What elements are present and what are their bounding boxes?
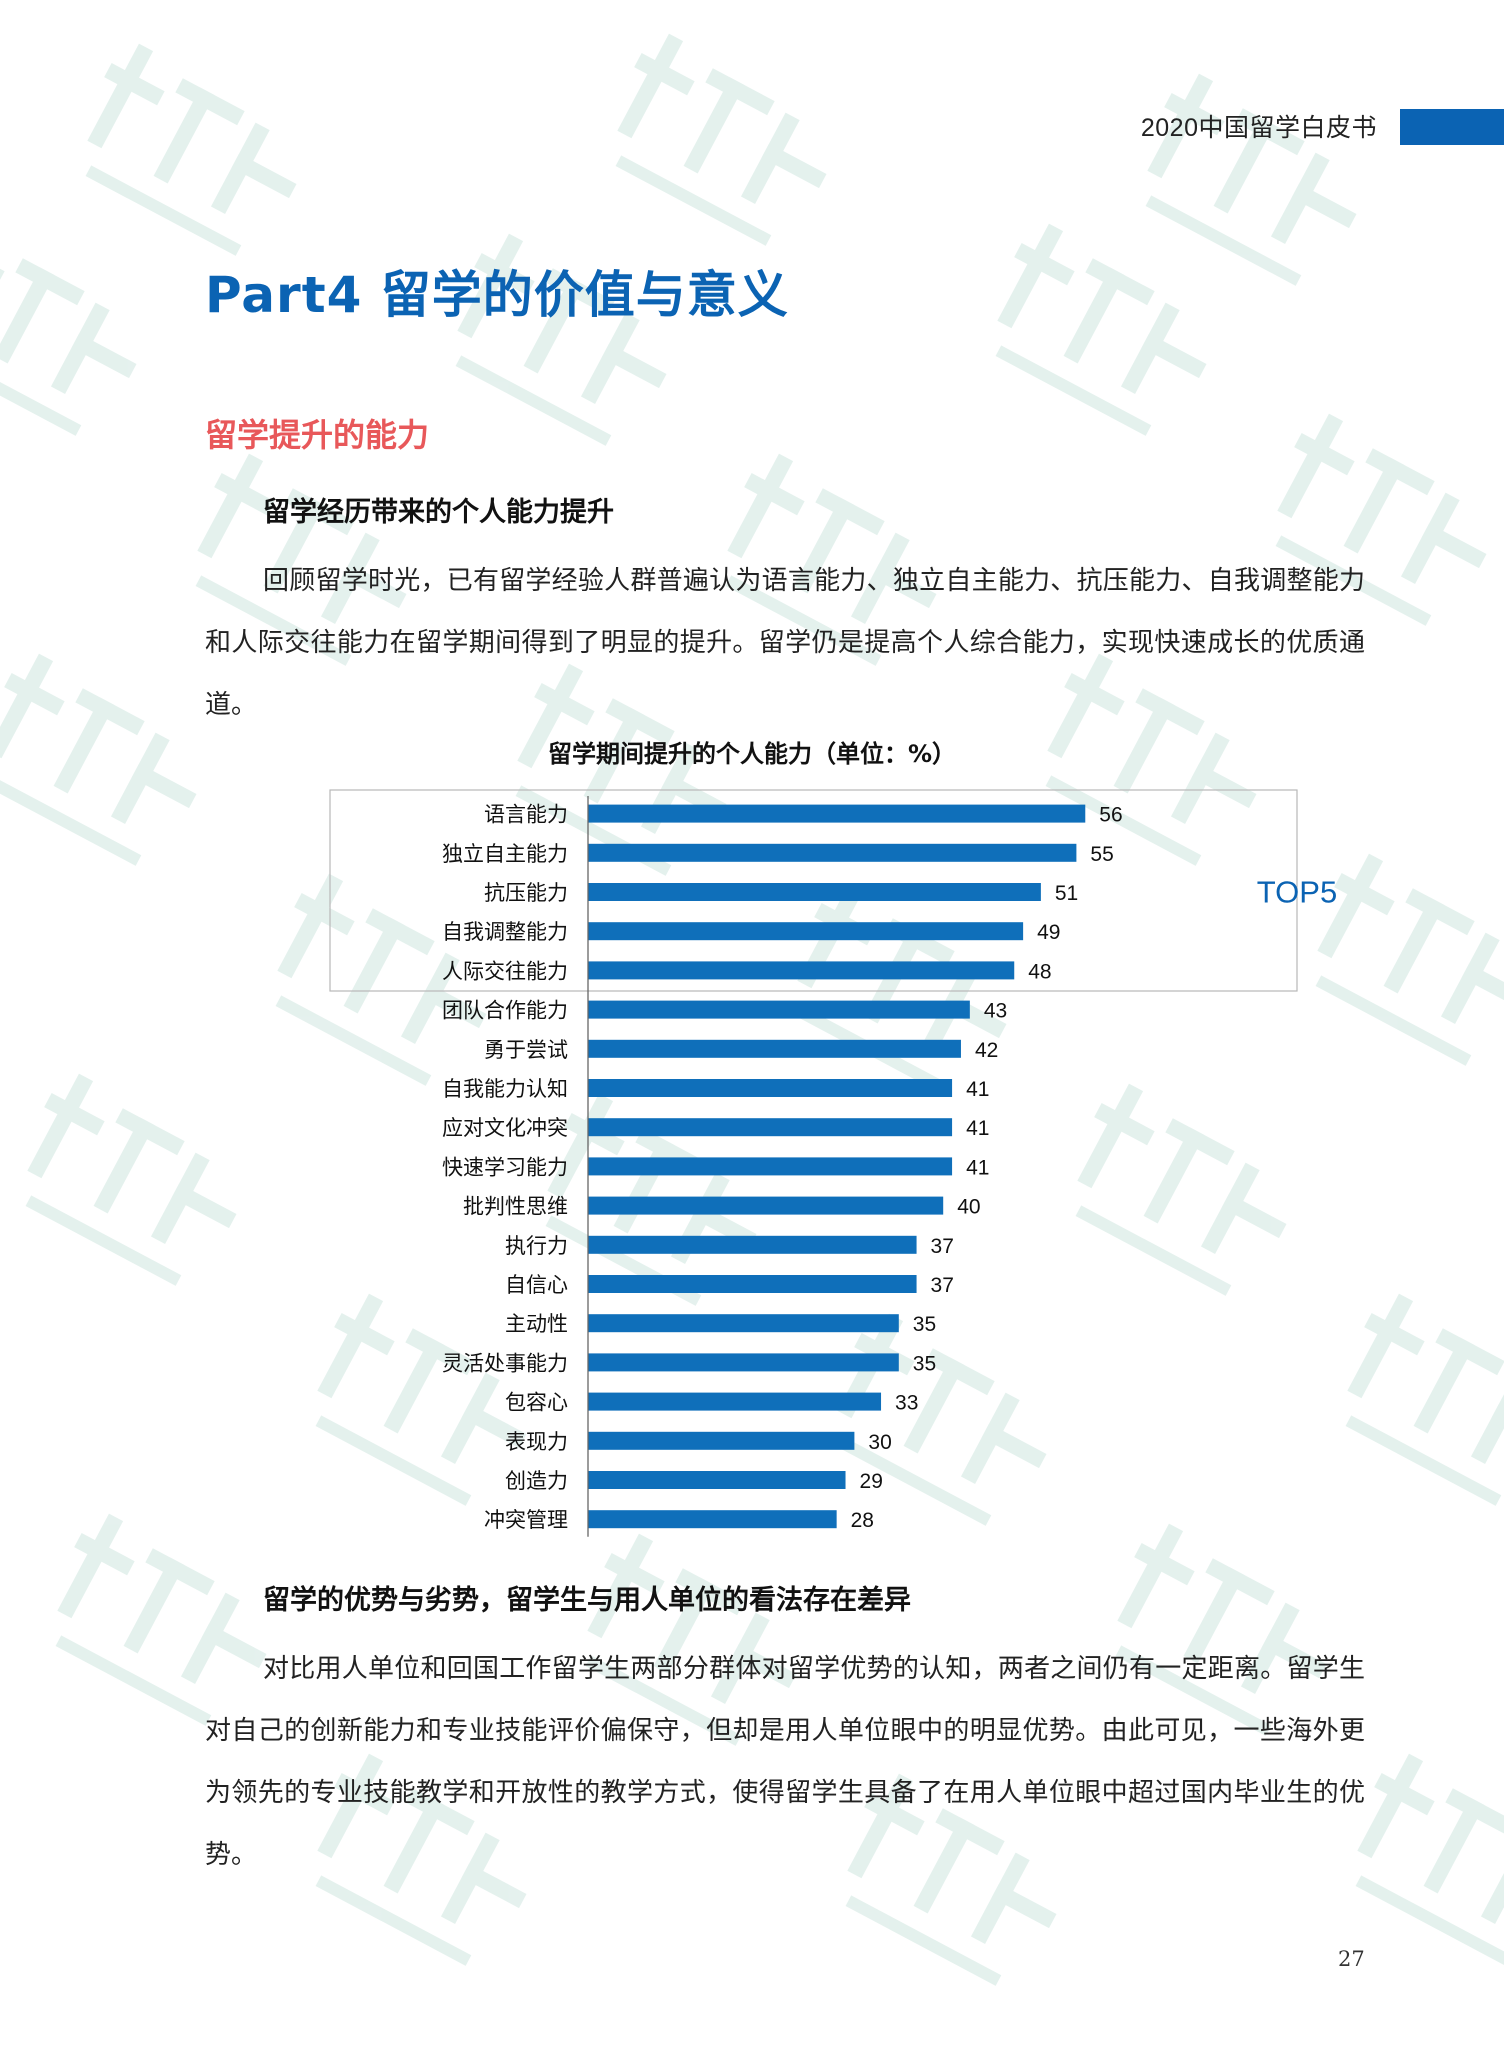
page-number: 27 [1338,1947,1365,1971]
bar-category-label: 自我能力认知 [442,1077,568,1101]
bar-value-label: 56 [1099,804,1122,827]
bar-value-label: 41 [966,1156,989,1179]
bar-value-label: 40 [957,1196,980,1219]
bar [588,961,1015,980]
bar-value-label: 43 [984,1000,1007,1023]
subsection-title-pros-cons: 留学的优势与劣势，留学生与用人单位的看法存在差异 [263,1585,911,1616]
section-title: 留学提升的能力 [205,416,430,454]
bar-category-label: 冲突管理 [484,1508,568,1532]
bar-category-label: 语言能力 [484,803,568,827]
bar [588,1275,917,1293]
bar-value-label: 37 [931,1274,954,1297]
bar-category-label: 灵活处事能力 [442,1351,568,1375]
bar-category-label: 独立自主能力 [442,842,568,866]
bar [588,1431,855,1450]
bar-value-label: 41 [966,1117,989,1140]
bar-category-label: 表现力 [505,1430,568,1454]
bar-category-label: 自信心 [505,1273,568,1297]
bar [588,1118,953,1137]
bar-value-label: 42 [975,1039,998,1062]
bar [588,1039,961,1058]
bar-category-label: 应对文化冲突 [442,1116,568,1140]
bar-category-label: 创造力 [505,1469,568,1493]
bar-category-label: 批判性思维 [463,1195,568,1219]
bar [588,883,1041,901]
bar [588,804,1086,823]
bar [588,1471,846,1489]
bar-value-label: 51 [1055,882,1078,905]
bar-value-label: 28 [851,1509,874,1532]
bar-value-label: 35 [913,1352,936,1375]
bar-category-label: 主动性 [505,1312,568,1336]
bar [588,1157,953,1176]
bar-value-label: 48 [1028,960,1051,983]
paragraph-pros-cons: 对比用人单位和回国工作留学生两部分群体对留学优势的认知，两者之间仍有一定距离。留… [205,1654,1365,1870]
bar [588,1000,970,1019]
bar [588,1392,882,1411]
bar [588,843,1077,862]
bar-category-label: 勇于尝试 [484,1038,568,1062]
bar [588,1196,944,1215]
bar-category-label: 团队合作能力 [442,999,568,1023]
bar-value-label: 55 [1090,843,1113,866]
bar-category-label: 自我调整能力 [442,920,568,944]
bar-value-label: 30 [868,1431,891,1454]
top5-label: TOP5 [1257,875,1337,910]
bar-category-label: 快速学习能力 [442,1155,568,1179]
bar-value-label: 33 [895,1392,918,1415]
bar-category-label: 人际交往能力 [442,959,568,983]
ability-bar-chart: TOP5 语言能力 56 独立自主能力 55 抗压能力 51 自我调整能力 49 人际交往能力 48… [329,789,1337,1537]
bar-category-label: 包容心 [505,1391,568,1415]
bar-value-label: 29 [860,1470,883,1493]
bar-value-label: 41 [966,1078,989,1101]
bar-category-label: 抗压能力 [484,881,568,905]
header-accent-bar [1400,109,1504,145]
bar [588,1079,953,1097]
bar [588,1353,899,1372]
bar [588,1314,899,1333]
bar [588,922,1024,941]
bar [588,1235,917,1254]
bar-value-label: 37 [931,1235,954,1258]
bar-value-label: 49 [1037,921,1060,944]
bar-value-label: 35 [913,1313,936,1336]
bar [588,1510,837,1529]
bar-category-label: 执行力 [505,1234,568,1258]
